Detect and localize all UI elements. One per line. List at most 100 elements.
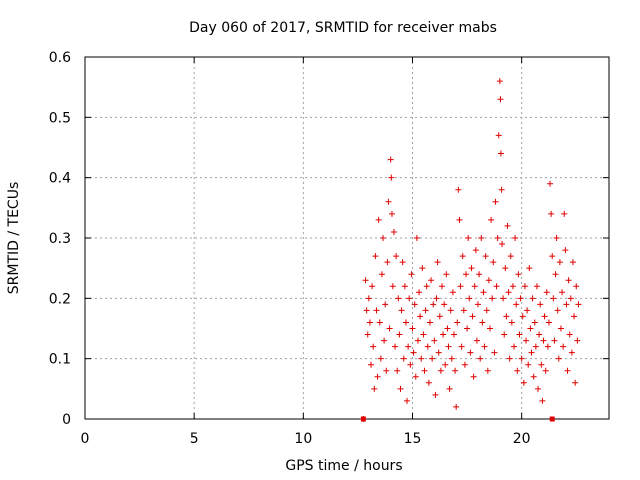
data-point <box>473 337 480 344</box>
data-point <box>572 379 579 386</box>
data-point <box>409 325 416 332</box>
data-point <box>375 216 382 223</box>
data-point <box>553 235 560 241</box>
data-point <box>480 289 487 296</box>
data-point <box>390 228 397 235</box>
data-point <box>441 301 448 308</box>
data-point <box>479 319 486 326</box>
data-point <box>418 355 425 362</box>
data-point <box>408 271 415 278</box>
data-point <box>384 259 391 266</box>
data-point <box>514 367 521 374</box>
data-point <box>528 349 535 356</box>
data-point <box>554 307 561 314</box>
data-point <box>416 289 423 296</box>
data-point <box>487 325 494 332</box>
data-point <box>383 367 390 374</box>
data-point <box>559 289 566 296</box>
data-point <box>396 331 403 338</box>
data-point <box>549 253 556 260</box>
data-point <box>374 373 381 380</box>
data-point <box>497 96 504 103</box>
data-point <box>364 331 371 338</box>
data-point <box>430 301 437 308</box>
data-point <box>552 271 559 278</box>
data-point <box>363 307 370 314</box>
data-point <box>422 307 429 314</box>
data-point <box>489 295 496 302</box>
data-point <box>517 295 524 302</box>
data-point <box>541 313 548 320</box>
data-point <box>501 331 508 338</box>
data-point <box>369 283 376 290</box>
data-point <box>460 307 467 314</box>
data-point <box>419 265 426 272</box>
data-point <box>498 186 505 193</box>
data-point <box>382 301 389 308</box>
data-point <box>404 397 411 404</box>
data-point <box>523 337 530 344</box>
x-tick-label: 15 <box>404 431 422 447</box>
data-point <box>516 331 523 338</box>
y-tick-label: 0.4 <box>49 171 71 187</box>
zero-marker <box>549 416 555 422</box>
data-point <box>542 367 549 374</box>
data-point <box>536 331 543 338</box>
data-point <box>524 307 531 314</box>
data-point <box>519 313 526 320</box>
data-point <box>545 319 552 326</box>
x-tick-label: 5 <box>190 431 199 447</box>
data-point <box>475 301 481 308</box>
x-axis-label: GPS time / hours <box>285 458 402 474</box>
data-point <box>512 235 519 241</box>
data-point <box>551 337 558 344</box>
data-point <box>459 253 466 260</box>
data-point <box>539 397 546 404</box>
data-point <box>547 180 554 187</box>
data-point <box>557 325 564 332</box>
data-point <box>492 198 499 205</box>
data-point <box>531 319 538 326</box>
data-point <box>478 235 485 241</box>
data-point <box>443 271 450 278</box>
data-point <box>362 277 369 284</box>
y-tick-label: 0.1 <box>49 352 71 368</box>
data-point <box>410 349 417 356</box>
data-point <box>444 325 451 332</box>
data-point <box>496 78 503 85</box>
data-point <box>400 355 407 362</box>
data-point <box>503 313 510 320</box>
data-point <box>488 216 495 223</box>
data-point <box>464 325 471 332</box>
data-point <box>469 313 476 320</box>
data-point <box>548 210 555 217</box>
data-point <box>406 295 413 302</box>
data-point <box>431 337 438 344</box>
data-point <box>530 373 537 380</box>
data-point <box>446 385 453 392</box>
data-point <box>399 259 406 266</box>
data-point <box>388 210 395 217</box>
data-point <box>540 337 547 344</box>
data-point <box>565 277 572 284</box>
data-point <box>564 367 571 374</box>
data-point <box>411 301 418 308</box>
data-point <box>371 385 378 392</box>
data-point <box>507 253 514 260</box>
data-point <box>447 307 454 314</box>
data-point <box>412 373 419 380</box>
data-point <box>389 283 396 290</box>
data-point <box>461 361 468 368</box>
data-point <box>454 319 461 326</box>
data-point <box>440 331 447 338</box>
data-point <box>482 253 489 260</box>
data-point <box>535 385 542 392</box>
data-point <box>433 295 440 302</box>
data-point <box>574 337 581 344</box>
data-point <box>432 391 439 398</box>
data-point <box>508 319 515 326</box>
data-point <box>543 289 550 296</box>
data-point <box>477 355 484 362</box>
y-tick-label: 0.2 <box>49 291 71 307</box>
y-tick-label: 0 <box>62 412 71 428</box>
